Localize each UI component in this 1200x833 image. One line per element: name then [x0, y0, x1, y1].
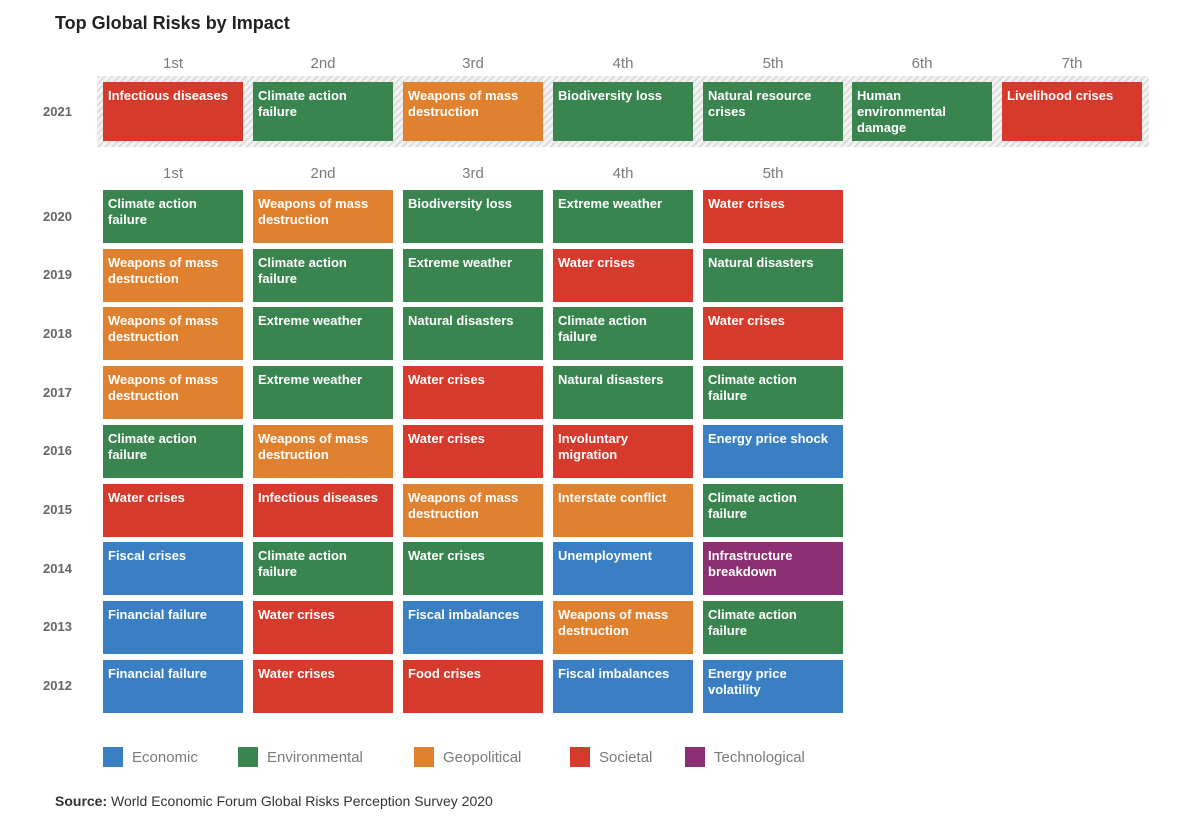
risk-cell-2012-1: Financial failure: [103, 659, 243, 713]
risk-cell-2015-1: Water crises: [103, 483, 243, 537]
risk-cell-2014-2: Climate action failure: [253, 542, 393, 596]
risk-cell-2013-1: Financial failure: [103, 600, 243, 654]
risk-cell-2012-3: Food crises: [403, 659, 543, 713]
year-label-2012: 2012: [43, 678, 72, 694]
year-label-2014: 2014: [43, 560, 72, 576]
rank-header-5th: 5th: [762, 165, 784, 182]
risk-cell-2015-4: Interstate conflict: [553, 483, 693, 537]
rank-header-2nd: 2nd: [310, 55, 336, 72]
risk-cell-2021-1: Infectious diseases: [103, 82, 243, 141]
risk-cell-2019-2: Climate action failure: [253, 248, 393, 302]
rank-header-4th: 4th: [612, 55, 634, 72]
rank-header-1st: 1st: [162, 165, 183, 182]
risk-cell-2018-3: Natural disasters: [403, 307, 543, 361]
legend-label: Environmental: [267, 748, 363, 766]
year-label-2019: 2019: [43, 267, 72, 283]
source-label: Source:: [55, 793, 108, 809]
risk-cell-2020-3: Biodiversity loss: [403, 190, 543, 243]
risk-cell-2015-2: Infectious diseases: [253, 483, 393, 537]
risk-cell-2014-5: Infrastructure breakdown: [703, 542, 843, 596]
risk-cell-2017-3: Water crises: [403, 366, 543, 420]
risk-cell-2016-5: Energy price shock: [703, 424, 843, 478]
risk-cell-2015-3: Weapons of mass destruction: [403, 483, 543, 537]
source-note: Source: World Economic Forum Global Risk…: [55, 793, 493, 809]
risk-cell-2012-2: Water crises: [253, 659, 393, 713]
risk-cell-2021-7: Livelihood crises: [1002, 82, 1142, 141]
risk-cell-2018-4: Climate action failure: [553, 307, 693, 361]
legend-swatch: [685, 747, 705, 767]
risk-cell-2018-1: Weapons of mass destruction: [103, 307, 243, 361]
legend-item-societal: Societal: [570, 745, 652, 769]
year-label-2020: 2020: [43, 208, 72, 224]
legend-swatch: [238, 747, 258, 767]
risk-cell-2020-1: Climate action failure: [103, 190, 243, 243]
legend-label: Societal: [599, 748, 653, 766]
legend-swatch: [414, 747, 434, 767]
rank-header-7th: 7th: [1061, 55, 1083, 72]
year-label-2015: 2015: [43, 502, 72, 517]
risk-cell-2019-1: Weapons of mass destruction: [103, 248, 243, 302]
risk-cell-2019-5: Natural disasters: [703, 248, 843, 302]
risk-cell-2020-4: Extreme weather: [553, 190, 693, 243]
rank-header-3rd: 3rd: [462, 55, 484, 72]
legend-item-environmental: Environmental: [238, 745, 363, 769]
risk-cell-2021-3: Weapons of mass destruction: [403, 82, 543, 141]
legend-swatch: [570, 747, 590, 767]
legend-item-technological: Technological: [685, 745, 805, 769]
rank-header-6th: 6th: [911, 55, 933, 72]
risk-cell-2012-4: Fiscal imbalances: [553, 659, 693, 713]
rank-header-2nd: 2nd: [310, 165, 336, 182]
risk-cell-2013-4: Weapons of mass destruction: [553, 600, 693, 654]
risk-cell-2016-1: Climate action failure: [103, 424, 243, 478]
rank-header-1st: 1st: [162, 55, 183, 72]
risk-cell-2019-3: Extreme weather: [403, 248, 543, 302]
year-label-2018: 2018: [43, 325, 72, 341]
risk-cell-2020-5: Water crises: [703, 190, 843, 243]
rank-header-4th: 4th: [612, 165, 634, 182]
legend-swatch: [103, 747, 123, 767]
risk-cell-2018-5: Water crises: [703, 307, 843, 361]
risk-cell-2013-5: Climate action failure: [703, 600, 843, 654]
year-label-2017: 2017: [43, 384, 72, 400]
risk-cell-2016-2: Weapons of mass destruction: [253, 424, 393, 478]
risk-cell-2019-4: Water crises: [553, 248, 693, 302]
risk-cell-2017-5: Climate action failure: [703, 366, 843, 420]
risk-cell-2015-5: Climate action failure: [703, 483, 843, 537]
risk-cell-2013-3: Fiscal imbalances: [403, 600, 543, 654]
year-label-2021: 2021: [43, 103, 72, 119]
rank-header-5th: 5th: [762, 55, 784, 72]
risk-cell-2018-2: Extreme weather: [253, 307, 393, 361]
risk-cell-2021-6: Human environmental damage: [852, 82, 992, 141]
legend-label: Technological: [714, 748, 805, 766]
risk-cell-2017-1: Weapons of mass destruction: [103, 366, 243, 420]
risk-cell-2021-5: Natural resource crises: [703, 82, 843, 141]
risk-cell-2016-4: Involuntary migration: [553, 424, 693, 478]
risk-cell-2016-3: Water crises: [403, 424, 543, 478]
year-label-2016: 2016: [43, 443, 72, 459]
year-label-2013: 2013: [43, 619, 72, 635]
rank-header-3rd: 3rd: [462, 165, 484, 182]
risk-cell-2020-2: Weapons of mass destruction: [253, 190, 393, 243]
legend-item-economic: Economic: [103, 745, 198, 769]
risk-cell-2014-3: Water crises: [403, 542, 543, 596]
source-text: World Economic Forum Global Risks Percep…: [111, 793, 493, 809]
risk-cell-2021-2: Climate action failure: [253, 82, 393, 141]
risk-cell-2017-4: Natural disasters: [553, 366, 693, 420]
risk-cell-2014-1: Fiscal crises: [103, 542, 243, 596]
legend-label: Geopolitical: [443, 748, 522, 766]
chart-title: Top Global Risks by Impact: [55, 13, 290, 33]
legend-item-geopolitical: Geopolitical: [414, 745, 521, 769]
risk-cell-2012-5: Energy price volatility: [703, 659, 843, 713]
risk-cell-2014-4: Unemployment: [553, 542, 693, 596]
risk-cell-2017-2: Extreme weather: [253, 366, 393, 420]
risk-cell-2013-2: Water crises: [253, 600, 393, 654]
risk-cell-2021-4: Biodiversity loss: [553, 82, 693, 141]
legend-label: Economic: [132, 748, 198, 766]
